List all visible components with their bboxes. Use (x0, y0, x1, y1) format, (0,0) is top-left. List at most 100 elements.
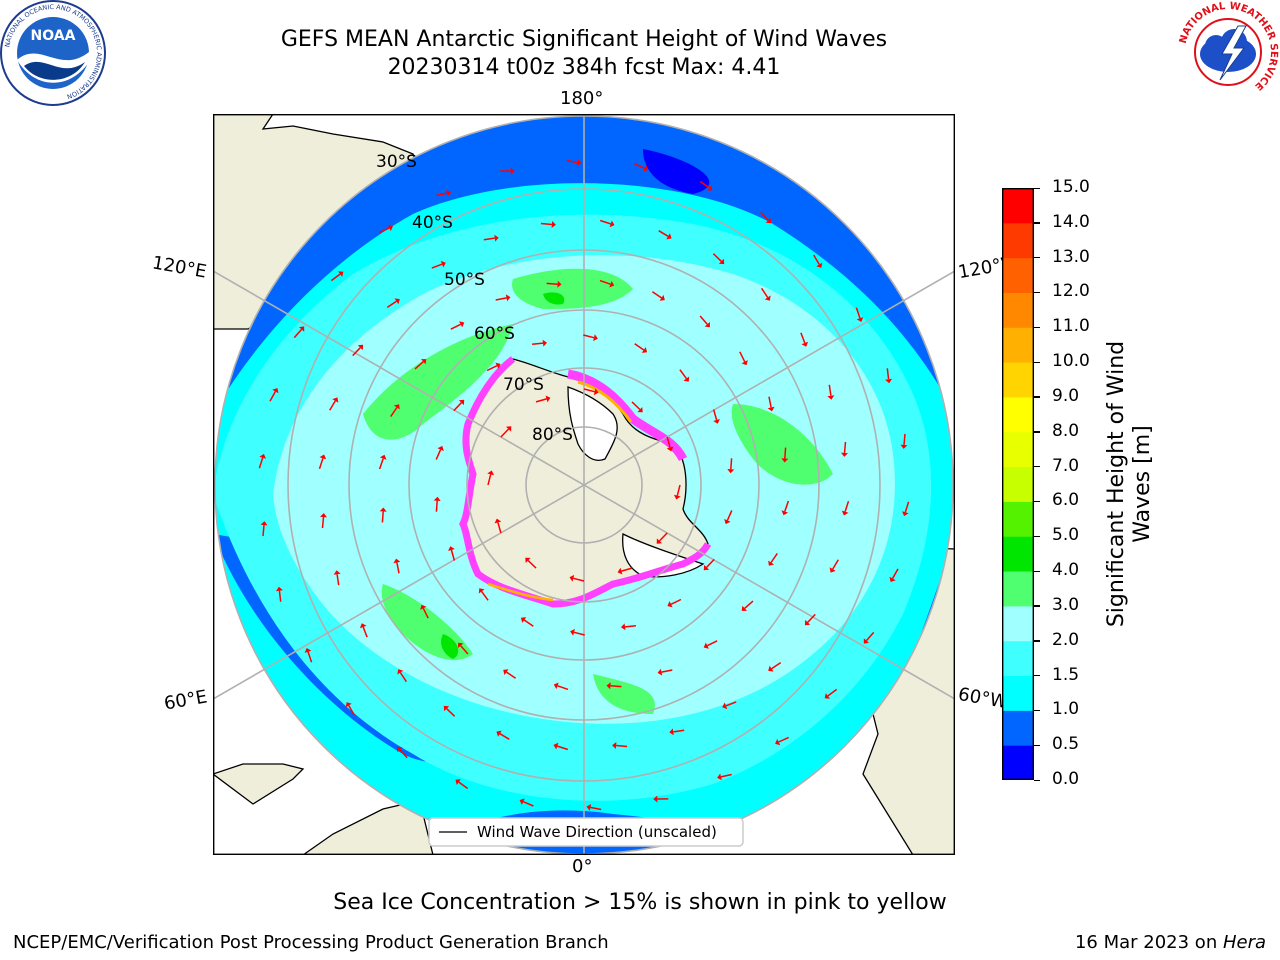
colorbar-tick-mark (1034, 640, 1040, 642)
wind-wave-arrow-head (713, 419, 720, 424)
colorbar-tick-mark (1034, 187, 1040, 189)
wind-wave-arrow-head (505, 294, 511, 302)
wind-wave-arrow-head (393, 558, 401, 564)
wind-wave-arrow-shaft (706, 558, 715, 568)
wind-wave-arrow-head (666, 446, 674, 452)
wind-wave-arrow-shaft (634, 163, 645, 169)
legend-box: Wind Wave Direction (unscaled) (428, 817, 744, 847)
colorbar-band (1002, 327, 1034, 363)
wind-wave-arrow-head (717, 773, 722, 781)
wind-wave-arrow-shaft (813, 254, 820, 265)
wind-wave-arrow-head (272, 388, 279, 394)
wind-wave-arrow-shaft (699, 315, 708, 325)
wind-wave-arrow-head (727, 469, 735, 474)
polar-map: Wind Wave Direction (unscaled) (212, 113, 955, 855)
wind-wave-arrow-head (397, 669, 404, 675)
wind-wave-arrow-head (506, 426, 512, 432)
wind-wave-arrow-shaft (827, 688, 838, 697)
colorbar-tick-label: 10.0 (1052, 351, 1090, 372)
title-line-1: GEFS MEAN Antarctic Significant Height o… (280, 27, 888, 52)
wind-wave-arrow-head (666, 233, 672, 240)
colorbar-tick-mark (1034, 709, 1040, 712)
wind-wave-arrow-head (593, 388, 599, 396)
wind-wave-arrow-head (724, 519, 731, 525)
colorbar-tick-label: 14.0 (1052, 211, 1090, 232)
wind-wave-arrow-shaft (807, 613, 816, 623)
footer-right: 16 Mar 2023 on Hera (1075, 932, 1266, 953)
wind-wave-arrow-shaft (760, 287, 769, 298)
wind-wave-arrow-shaft (712, 253, 722, 262)
wind-wave-arrow-shaft (399, 672, 408, 683)
wind-wave-arrow-shaft (583, 388, 595, 393)
wind-wave-arrow-shaft (599, 219, 611, 225)
nws-logo: NATIONAL WEATHER SERVICE (1176, 0, 1280, 104)
wind-wave-arrow-shaft (396, 562, 400, 574)
wind-wave-arrow-head (609, 280, 615, 288)
wind-wave-arrow-shaft (487, 474, 492, 486)
wind-wave-arrow-head (827, 395, 835, 400)
wind-wave-arrow-shaft (583, 334, 595, 339)
wind-wave-arrow-shaft (770, 552, 778, 563)
wind-wave-arrow-shaft (390, 407, 398, 418)
footer-machine: Hera (1222, 932, 1266, 953)
wind-wave-arrow-shaft (293, 328, 303, 339)
wind-wave-arrow-head (557, 280, 562, 288)
wind-wave-arrow-shaft (269, 391, 277, 402)
wind-wave-arrow-shaft (634, 343, 645, 351)
wind-wave-arrow-head (643, 165, 649, 172)
wind-wave-arrow-shaft (726, 510, 733, 521)
footer-date: 16 Mar 2023 on (1074, 932, 1223, 953)
wind-wave-arrow-shaft (904, 501, 910, 513)
wind-wave-arrow-shaft (321, 517, 325, 529)
colorbar-tick-mark (1034, 466, 1040, 468)
wind-wave-arrow-shaft (527, 559, 537, 569)
wind-wave-arrow-head (494, 518, 502, 524)
colorbar-frame (1001, 187, 1035, 780)
wind-wave-arrow-head (781, 510, 789, 516)
wind-wave-arrow-shaft (506, 671, 517, 679)
wind-wave-arrow-head (332, 397, 339, 403)
wind-wave-arrow-head (656, 538, 662, 544)
colorbar-tick-label: 2.0 (1052, 629, 1080, 650)
wind-wave-arrow-shaft (855, 307, 861, 319)
wind-wave-arrow-shaft (739, 351, 746, 363)
wind-wave-arrow-head (519, 798, 525, 805)
wind-wave-arrow-head (824, 693, 830, 699)
wind-wave-arrow-head (902, 511, 909, 517)
colorbar-tick-mark (1034, 431, 1040, 433)
wind-wave-arrow-head (420, 604, 427, 610)
wind-wave-arrow-shaft (262, 525, 265, 537)
wind-wave-arrow-head (496, 730, 502, 737)
wind-wave-arrow-head (889, 576, 896, 582)
wind-wave-arrow-shaft (676, 484, 681, 496)
wind-wave-arrow-head (863, 638, 869, 644)
colorbar-tick-mark (1034, 361, 1040, 363)
wind-wave-arrow-shaft (453, 402, 462, 412)
wind-wave-arrow-head (553, 742, 559, 750)
sea-ice-caption: Sea Ice Concentration > 15% is shown in … (333, 890, 947, 915)
wind-wave-arrow-shaft (886, 368, 890, 380)
wind-wave-arrow-head (345, 702, 352, 708)
colorbar-label-line-2: Waves [m] (1130, 425, 1155, 543)
wind-wave-arrow-head (397, 746, 403, 752)
wind-wave-arrow-shaft (435, 500, 438, 512)
colorbar-tick-mark (1034, 744, 1040, 746)
wind-wave-arrow-shaft (699, 180, 710, 189)
wind-wave-arrow-head (458, 399, 465, 406)
wind-wave-arrow-shaft (450, 549, 456, 561)
wind-wave-arrow-shaft (500, 428, 510, 438)
colorbar-tick-mark (1034, 326, 1040, 329)
wind-wave-arrow-shaft (431, 263, 443, 269)
wind-wave-arrow-shaft (557, 685, 569, 691)
colorbar-label-line-1: Significant Height of Wind (1104, 340, 1129, 628)
wind-wave-arrow-head (338, 271, 344, 277)
colorbar-tick-label: 6.0 (1052, 490, 1080, 511)
colorbar-band (1002, 675, 1034, 711)
wind-wave-arrow-shaft (497, 522, 502, 534)
colorbar-tick-label: 7.0 (1052, 455, 1080, 476)
sea-ice-rim (459, 356, 712, 608)
wind-wave-arrow-shaft (744, 600, 754, 609)
wind-wave-arrow-head (707, 185, 713, 191)
wind-wave-arrow-head (576, 159, 582, 166)
wind-wave-arrow-head (801, 341, 809, 347)
